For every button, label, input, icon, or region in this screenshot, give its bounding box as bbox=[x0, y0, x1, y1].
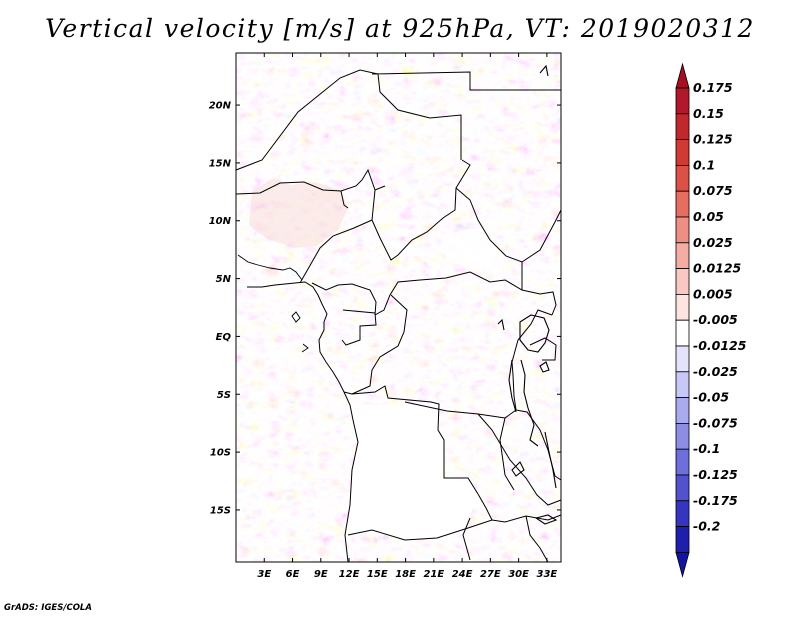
lon-label: 15E bbox=[367, 569, 388, 580]
colorbar-label: -0.05 bbox=[693, 390, 729, 405]
lon-label: 6E bbox=[286, 569, 300, 580]
lon-label: 21E bbox=[423, 569, 444, 580]
lat-label: 15N bbox=[209, 158, 232, 169]
lake-outlines bbox=[497, 64, 558, 525]
grads-credit: GrADS: IGES/COLA bbox=[4, 603, 92, 613]
colorbar-label: 0.05 bbox=[693, 209, 724, 224]
colorbar-cell bbox=[675, 345, 690, 373]
colorbar-labels: 0.175 0.15 0.125 0.1 0.075 0.05 0.025 0.0125 0.0… bbox=[693, 80, 747, 534]
colorbar-bottom-arrow bbox=[675, 552, 690, 578]
colorbar-label: 0.1 bbox=[693, 157, 715, 172]
lon-label: 12E bbox=[339, 569, 360, 580]
colorbar-label: -0.125 bbox=[693, 467, 738, 482]
lat-label: 10S bbox=[210, 448, 231, 459]
lat-label: 10N bbox=[209, 216, 232, 227]
colorbar-cell bbox=[675, 87, 690, 115]
colorbar-cell bbox=[675, 319, 690, 347]
map-frame bbox=[235, 52, 562, 563]
colorbar: 0.175 0.15 0.125 0.1 0.075 0.05 0.025 0.0125 0.0… bbox=[675, 62, 747, 578]
lon-label: 3E bbox=[257, 569, 271, 580]
colorbar-label: 0.175 bbox=[693, 80, 733, 95]
coastline bbox=[237, 254, 309, 353]
colorbar-cell bbox=[675, 448, 690, 476]
colorbar-cell bbox=[675, 500, 690, 527]
lat-label: 5S bbox=[217, 390, 231, 401]
lon-label: 9E bbox=[314, 569, 328, 580]
colorbar-label: 0.125 bbox=[693, 132, 733, 147]
car-low-signal-area bbox=[440, 228, 500, 270]
colorbar-cell bbox=[675, 526, 690, 553]
colorbar-cell bbox=[675, 422, 690, 450]
lat-label: 20N bbox=[209, 101, 232, 112]
colorbar-label: 0.15 bbox=[693, 106, 724, 121]
colorbar-cell bbox=[675, 190, 690, 218]
colorbar-cell bbox=[675, 293, 690, 321]
latitude-tick-marks bbox=[236, 104, 561, 511]
colorbar-cell bbox=[675, 139, 690, 166]
colorbar-label: -0.075 bbox=[693, 415, 738, 430]
colorbar-label: 0.025 bbox=[693, 235, 733, 250]
colorbar-label: -0.2 bbox=[693, 519, 720, 534]
lat-label: EQ bbox=[216, 332, 232, 343]
colorbar-label: -0.1 bbox=[693, 441, 720, 456]
lon-label: 24E bbox=[452, 569, 473, 580]
colorbar-label: -0.025 bbox=[693, 364, 738, 379]
colorbar-label: -0.0125 bbox=[693, 338, 747, 353]
colorbar-cell bbox=[675, 164, 690, 192]
colorbar-cells bbox=[675, 87, 690, 553]
map-title: Vertical velocity [m/s] at 925hPa, VT: 2… bbox=[45, 14, 755, 43]
colorbar-cell bbox=[675, 371, 690, 398]
lon-label: 18E bbox=[395, 569, 416, 580]
latitude-labels: 20N 15N 10N 5N EQ 5S 10S 15S bbox=[209, 101, 232, 517]
lat-label: 5N bbox=[216, 274, 232, 285]
longitude-labels: 3E 6E 9E 12E 15E 18E 21E 24E 27E 30E 33E bbox=[257, 569, 557, 580]
lat-label: 15S bbox=[210, 505, 231, 516]
colorbar-cell bbox=[675, 113, 690, 141]
colorbar-label: 0.005 bbox=[693, 286, 733, 301]
colorbar-label: -0.005 bbox=[693, 312, 738, 327]
colorbar-top-arrow bbox=[675, 62, 690, 89]
colorbar-cell bbox=[675, 216, 690, 244]
lon-label: 33E bbox=[536, 569, 557, 580]
colorbar-label: -0.175 bbox=[693, 493, 738, 508]
longitude-tick-marks bbox=[263, 53, 548, 562]
colorbar-label: 0.075 bbox=[693, 183, 733, 198]
colorbar-label: 0.0125 bbox=[693, 261, 742, 276]
colorbar-cell bbox=[675, 397, 690, 424]
colorbar-cell bbox=[675, 474, 690, 502]
lon-label: 27E bbox=[480, 569, 501, 580]
lon-label: 30E bbox=[508, 569, 529, 580]
colorbar-cell bbox=[675, 268, 690, 295]
colorbar-cell bbox=[675, 242, 690, 270]
map-plot-area bbox=[235, 52, 562, 563]
nigeria-positive-zone bbox=[249, 178, 348, 248]
